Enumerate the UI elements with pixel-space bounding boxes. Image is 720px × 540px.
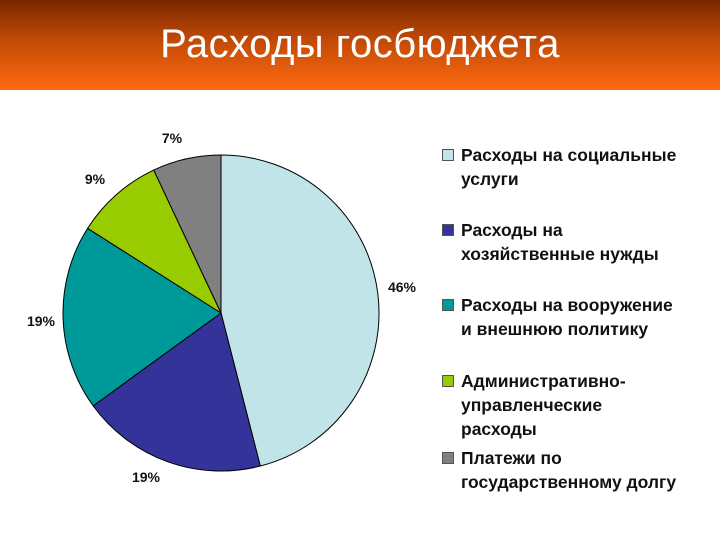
legend-swatch-social <box>442 149 454 161</box>
legend-swatch-economic <box>442 224 454 236</box>
legend-swatch-debt <box>442 452 454 464</box>
pie-slice-social <box>220 154 380 467</box>
legend-label-defense: Расходы на вооружение и внешнюю политику <box>461 295 673 339</box>
title-bar: Расходы госбюджета <box>0 0 720 90</box>
pie-slice-economic <box>92 312 261 472</box>
pie-slice-debt <box>153 154 222 314</box>
pie-value-labels: 46% 19% 19% 9% 7% <box>27 130 417 485</box>
legend-label-social: Расходы на социальные услуги <box>461 145 677 189</box>
pie-label-defense: 19% <box>27 313 56 329</box>
legend-label-debt: Платежи по государственному долгу <box>461 448 677 492</box>
pie-slices <box>62 154 380 472</box>
pie-label-economic: 19% <box>132 469 161 485</box>
legend-label-economic: Расходы на хозяйственные нужды <box>461 220 659 264</box>
pie-slice-admin <box>86 169 223 315</box>
pie-label-debt: 7% <box>162 130 183 146</box>
legend-swatch-defense <box>442 299 454 311</box>
pie-label-social: 46% <box>388 279 417 295</box>
pie-label-admin: 9% <box>85 171 106 187</box>
legend-swatch-admin <box>442 375 454 387</box>
pie-slice-defense <box>62 227 222 407</box>
slide-title: Расходы госбюджета <box>160 22 560 66</box>
legend-label-admin: Административно- управленческие расходы <box>461 371 626 439</box>
